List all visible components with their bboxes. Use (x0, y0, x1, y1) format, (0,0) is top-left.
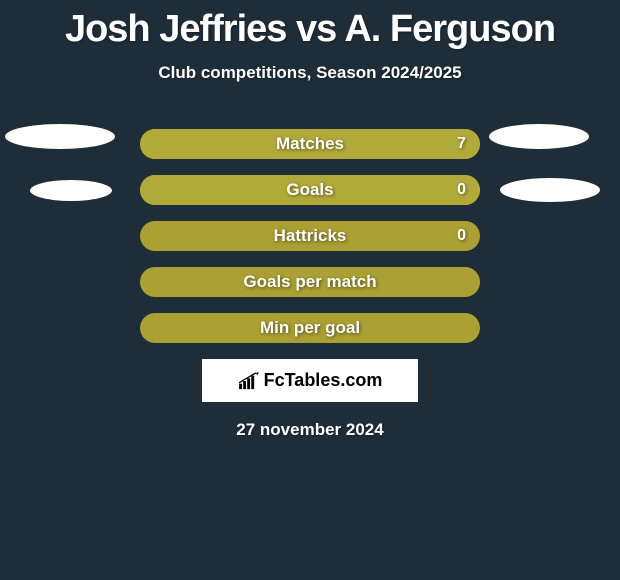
comparison-bars: Matches7Goals0Hattricks0Goals per matchM… (140, 129, 480, 343)
ellipse-decoration (30, 180, 112, 201)
stat-bar-label: Goals (140, 175, 480, 205)
date-label: 27 november 2024 (0, 420, 620, 440)
chart-icon (238, 372, 260, 390)
ellipse-decoration (489, 124, 589, 149)
stat-bar: Goals0 (140, 175, 480, 205)
page-subtitle: Club competitions, Season 2024/2025 (0, 63, 620, 83)
stat-bar-label: Goals per match (140, 267, 480, 297)
stat-bar-label: Matches (140, 129, 480, 159)
logo-box: FcTables.com (202, 359, 418, 402)
stat-bar: Goals per match (140, 267, 480, 297)
stat-bar-label: Hattricks (140, 221, 480, 251)
page-title: Josh Jeffries vs A. Ferguson (0, 0, 620, 51)
stat-bar: Matches7 (140, 129, 480, 159)
ellipse-decoration (500, 178, 600, 202)
logo: FcTables.com (238, 370, 383, 391)
stat-bar: Hattricks0 (140, 221, 480, 251)
stat-bar-value: 0 (457, 221, 466, 251)
logo-text: FcTables.com (264, 370, 383, 391)
stat-bar: Min per goal (140, 313, 480, 343)
stat-bar-value: 0 (457, 175, 466, 205)
ellipse-decoration (5, 124, 115, 149)
stat-bar-label: Min per goal (140, 313, 480, 343)
stat-bar-value: 7 (457, 129, 466, 159)
